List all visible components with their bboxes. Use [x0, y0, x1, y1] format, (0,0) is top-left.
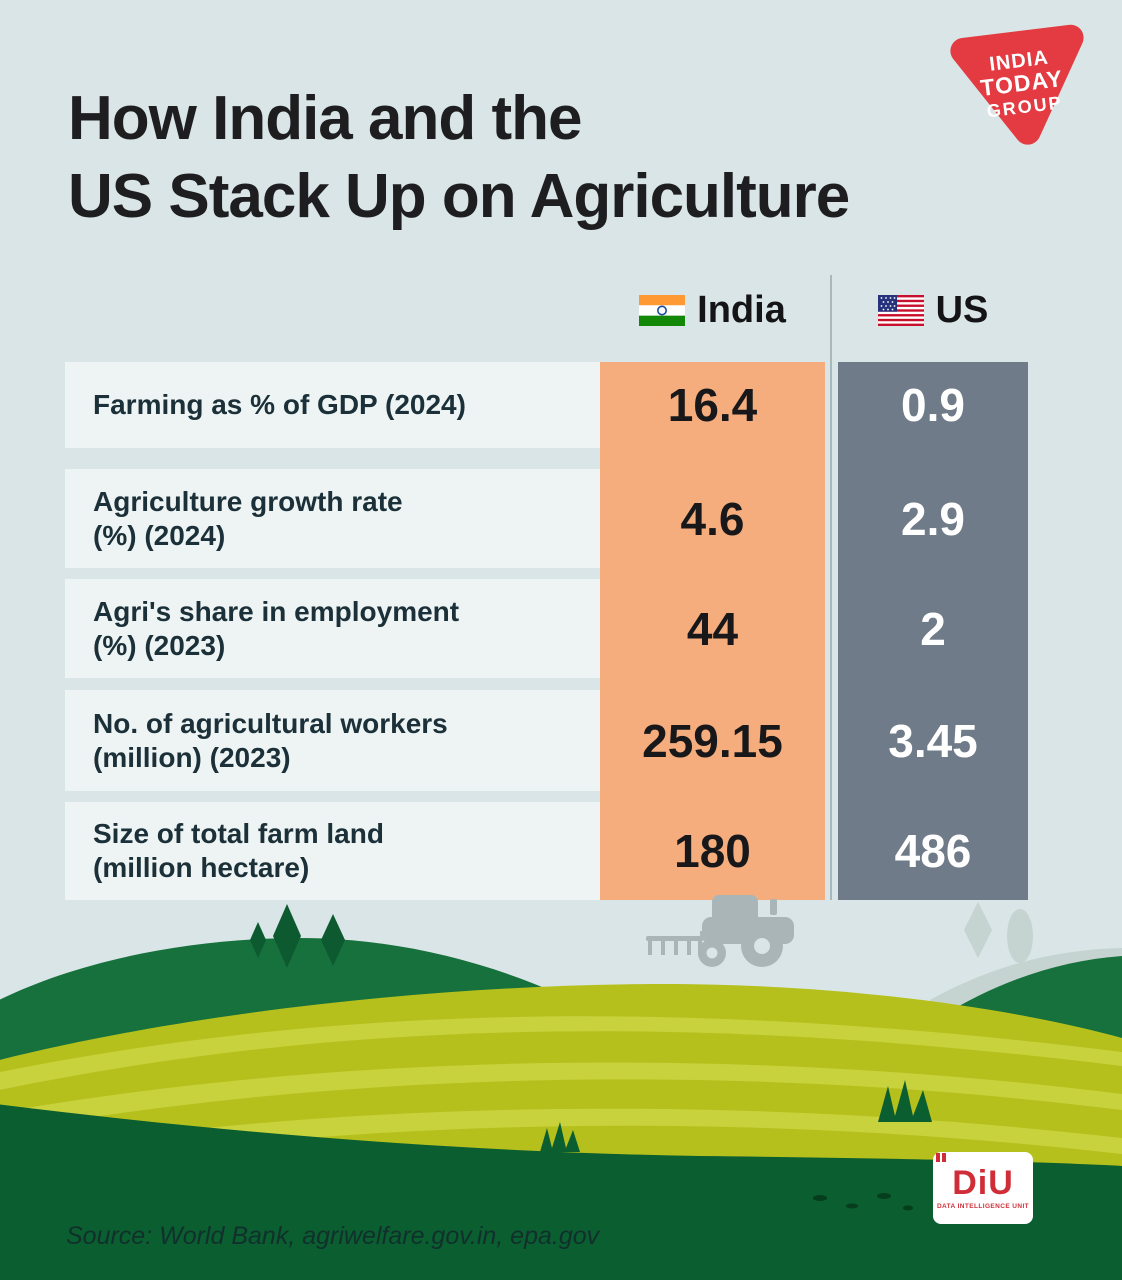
field-stripes [0, 1016, 1122, 1177]
india-column-background [600, 362, 825, 900]
india-value: 180 [674, 825, 751, 877]
row-label: Farming as % of GDP (2024) [65, 362, 600, 448]
table-row: Agri's share in employment (%) (2023) 44… [65, 579, 1028, 678]
column-header-us: US [838, 281, 1028, 339]
title-line-1: How India and the [68, 84, 582, 153]
diu-quote-icon [936, 1153, 948, 1163]
row-label: Size of total farm land (million hectare… [65, 802, 600, 900]
grass-icon [878, 1080, 932, 1122]
india-value: 16.4 [667, 379, 758, 431]
india-flag-icon [639, 294, 686, 326]
page-title: How India and the US Stack Up on Agricul… [68, 80, 850, 236]
title-line-2: US Stack Up on Agriculture [68, 162, 850, 231]
farm-landscape-illustration [0, 895, 1122, 1280]
row-label-line2: (million hectare) [93, 852, 310, 883]
india-value: 259.15 [642, 714, 783, 767]
india-value: 44 [686, 602, 739, 655]
us-flag-icon [877, 294, 924, 326]
row-label: Agri's share in employment (%) (2023) [65, 579, 600, 678]
diu-logo: DiU DATA INTELLIGENCE UNIT [933, 1152, 1033, 1224]
india-value: 4.6 [680, 492, 745, 545]
row-label-line1: Agri's share in employment [93, 595, 460, 627]
source-text: Source: World Bank, agriwelfare.gov.in, … [66, 1222, 600, 1250]
table-rows: Farming as % of GDP (2024) 16.4 0.9 Agri… [65, 362, 1028, 900]
tree-icon [250, 904, 345, 968]
us-value: 2 [920, 602, 946, 655]
comparison-table: India US [65, 275, 1028, 900]
us-value: 0.9 [901, 379, 965, 431]
row-label-line1: No. of agricultural workers [93, 707, 448, 739]
table-row: Farming as % of GDP (2024) 16.4 0.9 [65, 362, 1028, 448]
us-value: 2.9 [901, 492, 965, 545]
foreground-band-shape [0, 1104, 1122, 1280]
pale-trees-icon [964, 902, 1033, 963]
row-label-line2: (%) (2024) [93, 519, 226, 551]
column-header-india: India [600, 281, 825, 339]
column-divider [830, 275, 832, 900]
us-column-background [838, 362, 1028, 900]
row-label-line2: (%) (2023) [93, 629, 226, 661]
diu-label: DiU [952, 1164, 1014, 1202]
row-label-line2: (million) (2023) [93, 741, 291, 773]
row-label-line1: Farming as % of GDP (2024) [93, 389, 466, 420]
table-row: Agriculture growth rate (%) (2024) 4.6 2… [65, 469, 1028, 568]
table-row: No. of agricultural workers (million) (2… [65, 690, 1028, 791]
us-value: 3.45 [888, 714, 978, 767]
column-header-india-label: India [697, 288, 786, 331]
diu-sublabel: DATA INTELLIGENCE UNIT [936, 1203, 1030, 1210]
row-label-line1: Agriculture growth rate [93, 485, 403, 517]
grass-icon [540, 1122, 580, 1152]
india-today-group-logo: INDIA TODAY GROUP [942, 20, 1104, 152]
us-value: 486 [894, 825, 972, 877]
table-row: Size of total farm land (million hectare… [65, 802, 1028, 900]
tractor-icon [646, 895, 794, 967]
india-today-triangle-icon: INDIA TODAY GROUP [950, 24, 1084, 145]
column-header-us-label: US [935, 288, 989, 331]
row-label: Agriculture growth rate (%) (2024) [65, 469, 600, 568]
row-label: No. of agricultural workers (million) (2… [65, 690, 600, 791]
row-label-line1: Size of total farm land [93, 818, 384, 849]
